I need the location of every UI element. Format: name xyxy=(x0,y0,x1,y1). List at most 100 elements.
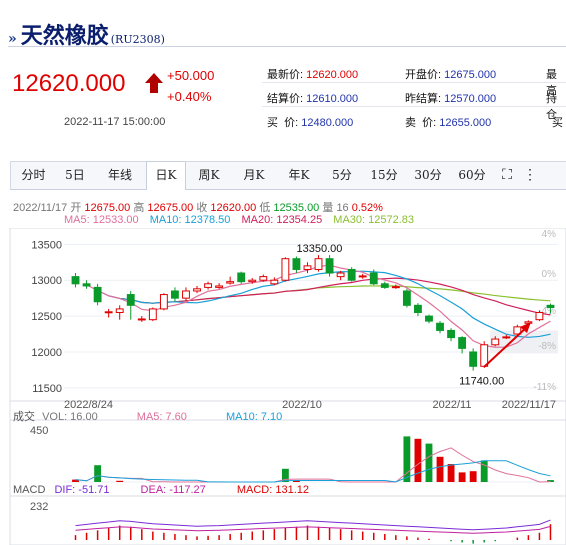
tab-yearly-k[interactable]: 年K xyxy=(288,168,310,182)
header-divider xyxy=(8,46,566,47)
tab-intraday[interactable]: 分时 xyxy=(21,168,46,182)
quote-datetime: 2022-11-17 15:00:00 xyxy=(64,116,166,128)
candle-body xyxy=(535,312,544,321)
volume-bar xyxy=(281,468,289,482)
volume-info-bar: 成交 VOL: 16.00 MA5: 7.60 MA10: 7.10 xyxy=(13,408,282,424)
fullscreen-icon[interactable]: ⛶ xyxy=(502,167,512,183)
candle-body xyxy=(137,318,146,321)
candle-body xyxy=(502,336,511,339)
annotation-arrowhead xyxy=(520,322,531,333)
candle-body xyxy=(182,290,190,299)
tab-15min[interactable]: 15分 xyxy=(370,168,398,182)
ohlc-vol-label: 量 xyxy=(322,202,334,214)
candle-body xyxy=(513,326,522,335)
double-chevron-icon: » xyxy=(8,31,17,47)
quote-open-interest: 持仓 xyxy=(546,93,557,121)
ma20-value: MA20: 12354.25 xyxy=(241,214,323,226)
quote-open: 开盘价: 12675.000 xyxy=(405,69,497,81)
volume-bar xyxy=(458,472,466,482)
tab-5day[interactable]: 5日 xyxy=(65,168,85,182)
tab-weekly-k[interactable]: 周K xyxy=(198,168,220,182)
candle-body xyxy=(248,279,257,283)
price-change-pct: +0.40% xyxy=(167,89,212,104)
pct-tick-label: 4% xyxy=(542,229,557,240)
ohlc-vol: 16 xyxy=(336,202,349,214)
pct-tick-label: -11% xyxy=(533,382,556,393)
candle-body xyxy=(281,258,290,281)
candle-body xyxy=(82,283,91,287)
y-tick-label: 13500 xyxy=(31,239,62,251)
candle-body xyxy=(148,308,157,321)
candle-body xyxy=(491,338,500,346)
ohlc-low-label: 低 xyxy=(259,202,271,214)
candle-body xyxy=(204,283,212,288)
candle-body xyxy=(325,258,334,274)
candle-body xyxy=(369,272,378,285)
candle-body xyxy=(270,279,279,285)
candle-body xyxy=(347,268,356,281)
macd-value: MACD: 131.12 xyxy=(236,484,309,496)
candle-body xyxy=(226,281,235,284)
candle-body xyxy=(414,304,422,313)
ohlc-date: 2022/11/17 xyxy=(13,202,68,214)
y-tick-label: 13000 xyxy=(31,275,62,287)
pct-tick-label: -4% xyxy=(538,306,556,317)
y-tick-label: 11500 xyxy=(32,383,62,395)
annotation-arrow xyxy=(483,325,529,368)
ma20-line xyxy=(108,277,551,316)
quote-bid-vol: 买 xyxy=(552,117,563,129)
candle-body xyxy=(402,290,411,306)
volume-bar xyxy=(72,479,79,482)
more-vertical-icon[interactable]: ⋮ xyxy=(523,167,537,183)
volume-bar xyxy=(414,438,422,482)
y-tick-label: 12500 xyxy=(31,311,62,323)
ma30-value: MA30: 12572.83 xyxy=(333,214,415,226)
tab-5min[interactable]: 5分 xyxy=(332,168,352,182)
candle-body xyxy=(93,286,102,303)
macd-max-tick: 232 xyxy=(30,501,49,513)
quote-ask: 卖 价: 12655.000 xyxy=(405,117,492,129)
tab-60min[interactable]: 60分 xyxy=(458,168,486,182)
candle-body xyxy=(115,308,124,314)
min-price-label: 11740.00 xyxy=(459,376,504,388)
volume-bar xyxy=(480,460,488,482)
volume-bar xyxy=(469,471,477,482)
macd-info-bar: MACD DIF: -51.71 DEA: -117.27 MACD: 131.… xyxy=(13,484,309,496)
max-price-label: 13350.00 xyxy=(297,243,343,255)
y-tick-label: 12000 xyxy=(31,347,62,359)
price-change: +50.000 xyxy=(167,68,215,83)
tab-monthly-k[interactable]: 月K xyxy=(243,168,265,182)
candle-body xyxy=(447,329,455,339)
volume-bar xyxy=(425,443,433,482)
quote-bid: 买 价: 12480.000 xyxy=(267,117,354,129)
tab-30min[interactable]: 30分 xyxy=(414,168,442,182)
candle-body xyxy=(193,288,201,292)
pct-tick-label: -8% xyxy=(538,341,556,352)
tab-daily-k[interactable]: 日K xyxy=(146,161,186,190)
x-tick-label: 2022/8/24 xyxy=(64,399,113,411)
candle-body xyxy=(469,351,478,367)
volume-bar xyxy=(403,436,411,482)
candle-body xyxy=(237,272,246,283)
ohlc-high: 12675.00 xyxy=(147,202,194,214)
volume-ma10-line xyxy=(75,460,551,483)
tab-year-line[interactable]: 年线 xyxy=(107,168,132,182)
macd-dif-line xyxy=(75,519,551,531)
ohlc-pct: 0.52% xyxy=(351,202,383,214)
quote-latest: 最新价: 12620.000 xyxy=(267,69,359,81)
candle-body xyxy=(436,322,444,331)
quote-divider xyxy=(262,82,566,83)
ohlc-info-bar: 2022/11/17 开 12675.00 高 12675.00 收 12620… xyxy=(13,199,383,215)
x-tick-label: 2022/11 xyxy=(433,399,472,411)
kline-chart[interactable]: 13500 13000 12500 12000 11500 4% 0% -4% -8% -11%… xyxy=(0,228,566,545)
period-tabs: 分时 5日 年线 日K 周K 月K 年K 5分 15分 30分 60分 ⛶ ⋮ xyxy=(10,161,566,190)
candle-body xyxy=(126,294,135,306)
candle-body xyxy=(104,311,113,314)
candle-body xyxy=(380,283,389,288)
instrument-title: » 天然橡胶 (RU2308) xyxy=(8,18,165,50)
volume-bar xyxy=(116,480,124,482)
ohlc-open-label: 开 xyxy=(70,202,82,214)
volume-bar xyxy=(447,464,455,482)
candle-body xyxy=(303,265,312,270)
ma-info-bar: MA5: 12533.00 MA10: 12378.50 MA20: 12354… xyxy=(64,214,414,226)
